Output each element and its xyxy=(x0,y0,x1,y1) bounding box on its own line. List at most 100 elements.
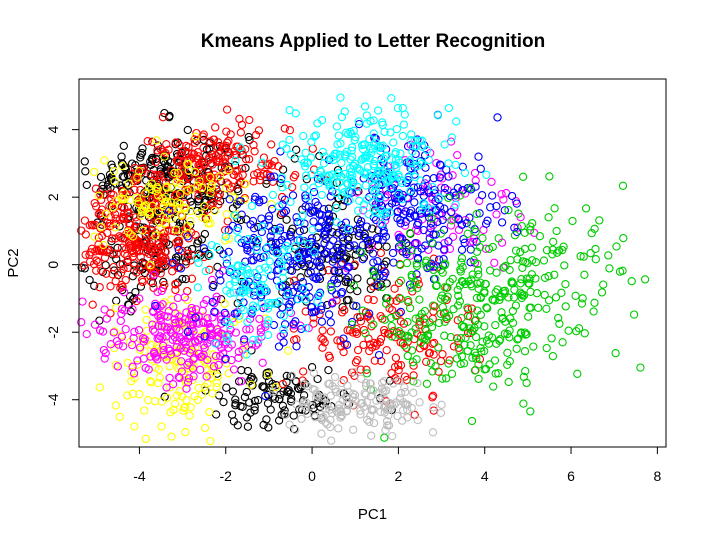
data-point xyxy=(153,355,162,364)
data-point xyxy=(393,411,402,421)
data-point xyxy=(343,197,352,206)
data-point xyxy=(160,298,169,307)
data-point xyxy=(128,389,138,398)
data-point xyxy=(440,283,449,292)
data-point xyxy=(394,360,403,370)
data-point xyxy=(81,230,90,239)
data-point xyxy=(407,328,416,337)
data-point xyxy=(438,350,447,359)
data-point xyxy=(281,410,290,420)
data-point xyxy=(236,177,246,186)
data-point xyxy=(421,258,430,267)
data-point xyxy=(150,199,160,208)
data-point xyxy=(111,303,121,313)
data-point xyxy=(353,274,362,283)
data-point xyxy=(311,197,320,207)
data-point xyxy=(505,326,514,335)
data-point xyxy=(170,227,179,236)
data-point xyxy=(195,159,204,169)
data-point xyxy=(467,304,477,313)
data-point xyxy=(444,103,454,113)
data-point xyxy=(283,286,292,295)
y-tick-label: 0 xyxy=(45,261,61,269)
data-point xyxy=(168,380,178,389)
data-point xyxy=(162,182,171,191)
data-point xyxy=(504,205,513,215)
data-point xyxy=(558,338,567,347)
data-point xyxy=(132,240,142,249)
data-point xyxy=(485,360,494,369)
data-point xyxy=(279,267,288,276)
data-point xyxy=(328,382,337,391)
data-point xyxy=(409,388,418,397)
data-point xyxy=(619,233,628,243)
data-point xyxy=(135,343,145,352)
data-point xyxy=(362,119,371,128)
data-point xyxy=(117,152,126,161)
data-point xyxy=(190,138,200,148)
data-point xyxy=(368,186,377,195)
data-point xyxy=(117,309,126,318)
data-point xyxy=(153,287,162,297)
data-point xyxy=(422,174,431,184)
data-point xyxy=(231,401,240,410)
data-point xyxy=(507,277,516,286)
data-point xyxy=(526,287,535,296)
data-point xyxy=(140,260,149,269)
data-point xyxy=(391,374,400,383)
data-point xyxy=(289,424,299,434)
data-point xyxy=(328,179,338,188)
data-point xyxy=(88,300,97,309)
data-point xyxy=(339,237,348,246)
data-point xyxy=(231,395,240,404)
data-point xyxy=(286,150,296,159)
data-point xyxy=(521,258,530,267)
data-point xyxy=(161,219,170,228)
data-point xyxy=(153,247,162,256)
data-point xyxy=(170,399,180,409)
data-point xyxy=(248,301,258,310)
data-point xyxy=(393,104,403,113)
data-point xyxy=(171,279,180,289)
data-point xyxy=(470,366,480,375)
data-point xyxy=(403,413,412,422)
data-point xyxy=(513,223,522,232)
data-point xyxy=(307,234,317,243)
data-point xyxy=(298,255,307,265)
data-point xyxy=(204,219,213,228)
data-point xyxy=(211,308,220,317)
data-point xyxy=(211,410,221,419)
data-point xyxy=(448,232,458,241)
data-point xyxy=(554,313,563,323)
x-tick-label: 4 xyxy=(481,468,489,484)
data-point xyxy=(349,389,358,398)
data-point xyxy=(368,182,377,191)
data-point xyxy=(174,157,183,166)
data-point xyxy=(439,254,448,264)
data-point xyxy=(426,219,436,228)
data-point xyxy=(315,209,324,218)
data-point xyxy=(267,200,276,209)
data-point xyxy=(301,202,310,211)
data-point xyxy=(526,303,536,312)
data-point xyxy=(206,373,216,383)
data-point xyxy=(445,244,455,253)
data-point xyxy=(82,329,91,339)
data-point xyxy=(351,358,361,367)
data-point xyxy=(366,392,376,401)
data-point xyxy=(573,369,582,378)
data-point xyxy=(236,128,246,137)
data-point xyxy=(408,147,417,156)
data-point xyxy=(157,286,166,296)
data-point xyxy=(184,166,193,175)
data-point xyxy=(311,131,321,140)
data-point xyxy=(381,208,390,217)
data-point xyxy=(258,222,267,231)
data-point xyxy=(139,203,148,212)
data-point xyxy=(183,246,192,255)
data-point xyxy=(95,283,104,292)
data-point xyxy=(118,342,128,351)
data-point xyxy=(514,209,523,218)
data-point xyxy=(456,191,465,200)
data-point xyxy=(154,217,163,227)
